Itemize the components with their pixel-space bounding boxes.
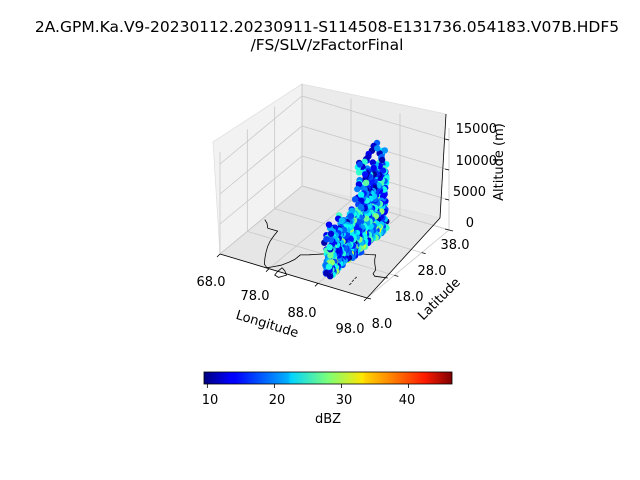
z-tick-mark [444,138,450,141]
colorbar: 10 20 30 40 dBZ [202,371,453,427]
data-point [326,273,334,280]
data-point [361,158,368,165]
data-point [357,203,365,211]
z-axis-label: Altitude (m) [492,123,507,201]
z-tick-label: 0 [466,216,474,231]
y-tick-label: 28.0 [418,264,447,279]
z-tick-mark [444,198,450,201]
grid-line [219,155,303,225]
data-point [326,244,333,251]
data-point [356,161,363,168]
axis-lines [219,113,447,299]
x-tick-mark [363,297,368,302]
data-point [357,191,365,198]
data-point [323,236,330,243]
x-tick-mark [314,283,319,287]
data-point [351,196,359,203]
y-tick-mark [421,252,426,255]
data-point [355,181,363,188]
data-point [362,171,369,178]
data-point [369,159,376,166]
island-path [349,282,352,286]
y-tick-mark [394,274,399,277]
chart-title: 2A.GPM.Ka.V9-20230112.20230911-S114508-E… [35,18,619,36]
grid-line [219,185,303,255]
x-tick-mark [216,253,221,258]
colorbar-tick-label: 20 [269,393,286,408]
colorbar-tick-label: 40 [399,393,416,408]
data-points [321,139,390,280]
data-point [348,207,356,215]
coastline-path [263,219,388,279]
y-tick-label: 38.0 [441,238,470,253]
colorbar-gradient [203,371,453,385]
data-point [355,169,363,176]
y-tick-mark [448,229,454,232]
z-tick-label: 10000 [456,154,497,169]
data-point [362,179,370,186]
data-point [338,217,346,224]
y-tick-mark [366,297,372,300]
y-tick-label: 8.0 [372,317,393,332]
data-point [379,167,387,174]
data-point [347,213,355,220]
data-point [370,164,377,172]
y-axis-line [366,217,441,299]
grid-line [268,200,352,269]
data-point [354,185,361,193]
y-tick-label: 18.0 [395,290,424,305]
x-tick-label: 98.0 [336,322,365,337]
data-point [368,178,375,185]
data-point [327,230,335,237]
colorbar-tick-label: 30 [336,393,353,408]
data-point [325,221,333,228]
grid-line [301,95,450,141]
island-path [354,276,357,280]
colorbar-ticks [206,384,409,388]
x-tick-label: 78.0 [241,289,270,304]
z-tick-label: 15000 [456,122,497,137]
z-tick-mark [444,168,450,171]
z-tick-label: 5000 [453,185,486,200]
grid-line [366,229,450,299]
x-tick-label: 88.0 [288,306,317,321]
island-path [351,279,355,283]
x-axis-line [219,253,368,299]
z-axis-line [439,113,447,219]
data-point [327,252,334,259]
data-point [374,145,381,152]
colorbar-tick-label: 10 [202,393,219,408]
grid-line [219,95,303,165]
z-tick-mark [444,228,450,231]
data-point [325,263,333,270]
chart-subtitle: /FS/SLV/zFactorFinal [251,36,404,54]
grid-line [219,125,303,195]
colorbar-label: dBZ [315,412,341,427]
data-point [363,215,370,222]
data-point [378,156,386,164]
x-tick-label: 68.0 [197,275,226,290]
data-point [381,147,388,154]
x-tick-mark [265,268,270,272]
axis-ticks: 68.0 78.0 88.0 98.0 8.0 18.0 28.0 38.0 0… [197,122,497,337]
